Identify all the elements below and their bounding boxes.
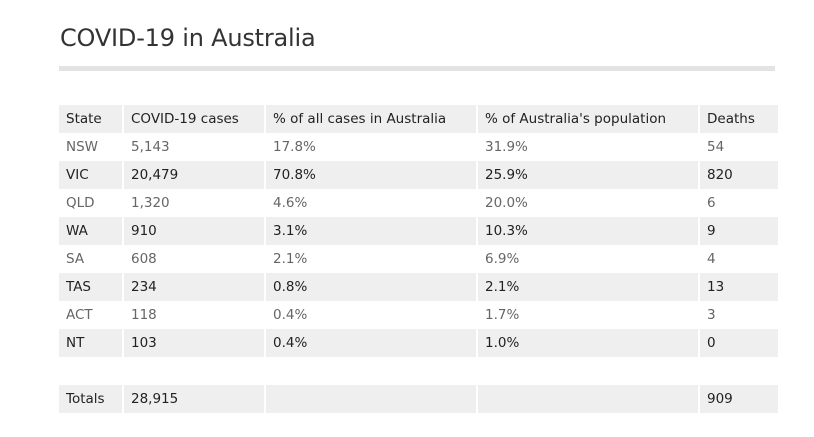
table-row: QLD 1,320 4.6% 20.0% 6 — [59, 189, 778, 217]
cell-deaths: 6 — [698, 189, 778, 217]
title-divider — [59, 66, 775, 71]
cell-cases: 234 — [122, 273, 264, 301]
cell-pct-cases: 70.8% — [264, 161, 476, 189]
cell-cases: 608 — [122, 245, 264, 273]
cell-pct-population: 2.1% — [476, 273, 698, 301]
cell-pct-cases: 0.8% — [264, 273, 476, 301]
cell-cases: 118 — [122, 301, 264, 329]
covid-table: State COVID-19 cases % of all cases in A… — [59, 105, 778, 413]
cell-pct-cases: 17.8% — [264, 133, 476, 161]
cell-pct-cases: 2.1% — [264, 245, 476, 273]
totals-label: Totals — [59, 385, 122, 413]
table-row: ACT 118 0.4% 1.7% 3 — [59, 301, 778, 329]
cell-pct-population: 6.9% — [476, 245, 698, 273]
cell-deaths: 820 — [698, 161, 778, 189]
cell-state: NSW — [59, 133, 122, 161]
cell-cases: 20,479 — [122, 161, 264, 189]
cell-cases: 5,143 — [122, 133, 264, 161]
header-pct-cases: % of all cases in Australia — [264, 105, 476, 133]
header-cases: COVID-19 cases — [122, 105, 264, 133]
totals-cases: 28,915 — [122, 385, 264, 413]
table-row: VIC 20,479 70.8% 25.9% 820 — [59, 161, 778, 189]
header-deaths: Deaths — [698, 105, 778, 133]
cell-pct-population: 31.9% — [476, 133, 698, 161]
table-row: TAS 234 0.8% 2.1% 13 — [59, 273, 778, 301]
cell-state: WA — [59, 217, 122, 245]
cell-deaths: 13 — [698, 273, 778, 301]
table-row: NT 103 0.4% 1.0% 0 — [59, 329, 778, 357]
cell-state: ACT — [59, 301, 122, 329]
cell-cases: 910 — [122, 217, 264, 245]
cell-deaths: 3 — [698, 301, 778, 329]
table-row: SA 608 2.1% 6.9% 4 — [59, 245, 778, 273]
cell-pct-population: 10.3% — [476, 217, 698, 245]
cell-cases: 1,320 — [122, 189, 264, 217]
cell-pct-cases: 3.1% — [264, 217, 476, 245]
cell-pct-cases: 4.6% — [264, 189, 476, 217]
table-row: WA 910 3.1% 10.3% 9 — [59, 217, 778, 245]
cell-state: SA — [59, 245, 122, 273]
table-totals-row: Totals 28,915 909 — [59, 385, 778, 413]
cell-deaths: 4 — [698, 245, 778, 273]
totals-pct-cases — [264, 385, 476, 413]
cell-pct-population: 1.0% — [476, 329, 698, 357]
table-header-row: State COVID-19 cases % of all cases in A… — [59, 105, 778, 133]
page-title: COVID-19 in Australia — [60, 24, 316, 52]
totals-pct-population — [476, 385, 698, 413]
cell-state: QLD — [59, 189, 122, 217]
table-spacer-row — [59, 357, 778, 385]
cell-pct-cases: 0.4% — [264, 329, 476, 357]
cell-pct-population: 1.7% — [476, 301, 698, 329]
cell-pct-cases: 0.4% — [264, 301, 476, 329]
cell-deaths: 0 — [698, 329, 778, 357]
table-row: NSW 5,143 17.8% 31.9% 54 — [59, 133, 778, 161]
cell-cases: 103 — [122, 329, 264, 357]
header-state: State — [59, 105, 122, 133]
cell-state: NT — [59, 329, 122, 357]
cell-pct-population: 20.0% — [476, 189, 698, 217]
cell-pct-population: 25.9% — [476, 161, 698, 189]
cell-state: VIC — [59, 161, 122, 189]
totals-deaths: 909 — [698, 385, 778, 413]
cell-deaths: 9 — [698, 217, 778, 245]
cell-state: TAS — [59, 273, 122, 301]
header-pct-population: % of Australia's population — [476, 105, 698, 133]
cell-deaths: 54 — [698, 133, 778, 161]
